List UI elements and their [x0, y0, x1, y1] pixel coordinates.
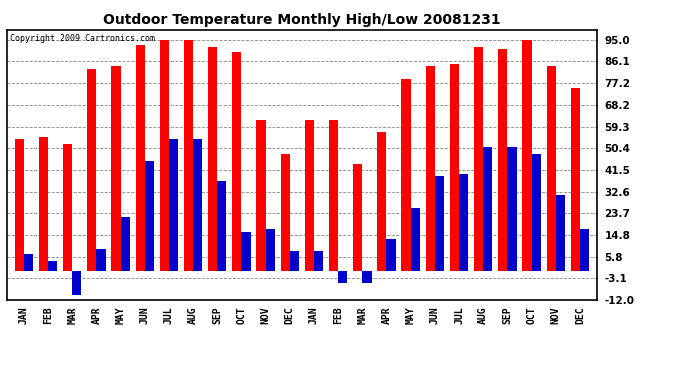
- Bar: [353, 164, 362, 271]
- Bar: [507, 147, 517, 271]
- Bar: [426, 66, 435, 271]
- Bar: [411, 208, 420, 271]
- Bar: [145, 161, 154, 271]
- Bar: [233, 52, 241, 271]
- Bar: [362, 271, 371, 283]
- Bar: [386, 239, 395, 271]
- Bar: [329, 120, 338, 271]
- Text: Copyright 2009 Cartronics.com: Copyright 2009 Cartronics.com: [10, 34, 155, 43]
- Bar: [555, 195, 565, 271]
- Bar: [305, 120, 314, 271]
- Bar: [24, 254, 33, 271]
- Bar: [290, 251, 299, 271]
- Bar: [266, 230, 275, 271]
- Bar: [571, 88, 580, 271]
- Bar: [39, 137, 48, 271]
- Bar: [169, 140, 178, 271]
- Bar: [450, 64, 459, 271]
- Bar: [402, 79, 411, 271]
- Bar: [217, 181, 226, 271]
- Bar: [281, 154, 290, 271]
- Bar: [377, 132, 386, 271]
- Bar: [474, 47, 483, 271]
- Bar: [435, 176, 444, 271]
- Bar: [546, 66, 555, 271]
- Bar: [208, 47, 217, 271]
- Bar: [87, 69, 97, 271]
- Bar: [48, 261, 57, 271]
- Bar: [14, 140, 24, 271]
- Bar: [241, 232, 250, 271]
- Bar: [522, 40, 531, 271]
- Bar: [193, 140, 202, 271]
- Bar: [121, 217, 130, 271]
- Bar: [111, 66, 121, 271]
- Bar: [580, 230, 589, 271]
- Title: Outdoor Temperature Monthly High/Low 20081231: Outdoor Temperature Monthly High/Low 200…: [103, 13, 501, 27]
- Bar: [97, 249, 106, 271]
- Bar: [63, 144, 72, 271]
- Bar: [184, 40, 193, 271]
- Bar: [531, 154, 541, 271]
- Bar: [498, 50, 507, 271]
- Bar: [135, 45, 145, 271]
- Bar: [483, 147, 493, 271]
- Bar: [257, 120, 266, 271]
- Bar: [338, 271, 347, 283]
- Bar: [459, 174, 469, 271]
- Bar: [72, 271, 81, 295]
- Bar: [159, 40, 169, 271]
- Bar: [314, 251, 323, 271]
